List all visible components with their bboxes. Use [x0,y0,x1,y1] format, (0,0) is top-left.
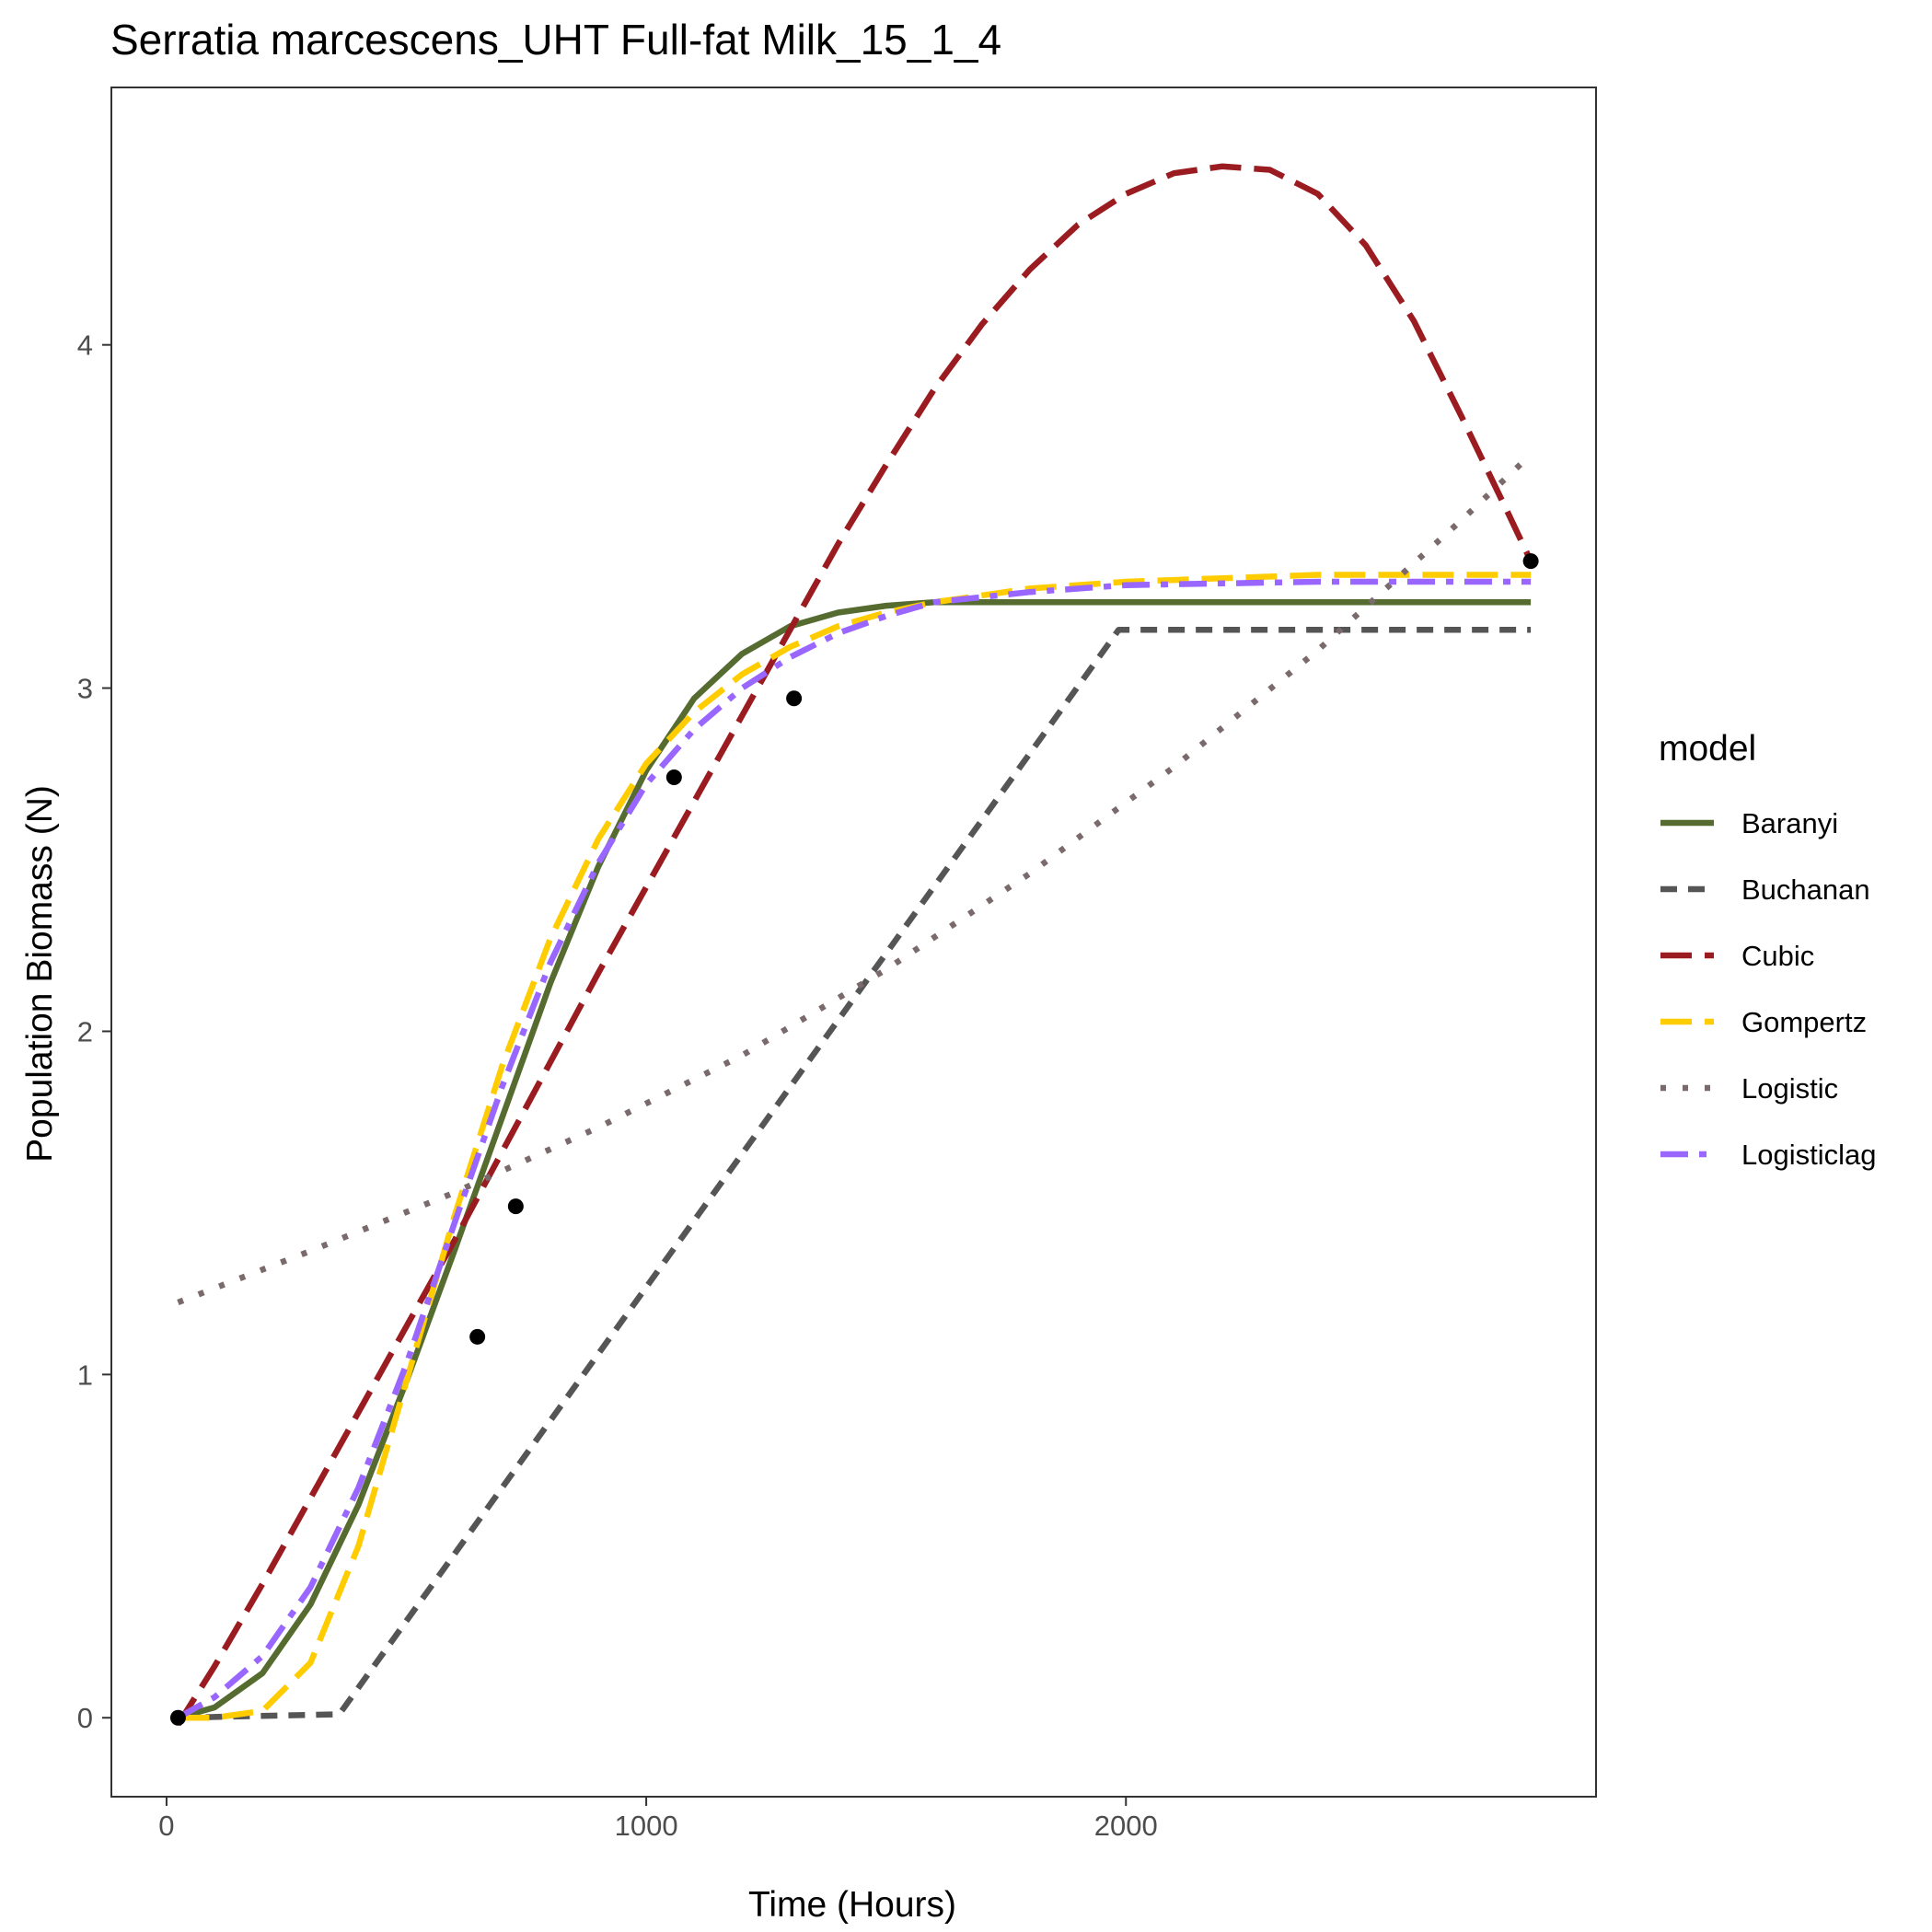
y-tick-label: 2 [77,1015,93,1047]
panel-border [110,87,1597,1798]
legend-label-cubic: Cubic [1741,940,1814,972]
legend-label-buchanan: Buchanan [1741,873,1870,906]
legend-title: model [1659,729,1756,769]
legend-label-logistic: Logistic [1741,1072,1838,1105]
legend-label-logisticlag: Logisticlag [1741,1139,1876,1171]
series-line-gompertz [178,572,1532,1721]
x-tick-label: 2000 [1094,1810,1158,1842]
y-tick-label: 0 [77,1702,93,1734]
series-line-logisticlag [176,578,1532,1721]
series-line-logistic [177,452,1533,1306]
y-axis-title: Population Biomass (N) [20,785,60,1163]
data-point [469,1328,486,1345]
series-line-buchanan [178,626,1532,1721]
x-tick-label: 1000 [615,1810,678,1842]
series-lines [169,163,1539,1727]
x-axis-title: Time (Hours) [748,1885,956,1925]
y-tick-label: 3 [77,673,93,705]
legend-label-baranyi: Baranyi [1741,807,1838,839]
data-point [1522,553,1539,570]
legend: model Baranyi Buchanan Cubic Gompertz Logist… [1659,729,1876,1171]
series-line-baranyi [177,599,1532,1721]
plot-area: 0 1000 2000 0 1 2 3 4 [77,87,1597,1842]
chart-title: Serratia marcescens_UHT Full-fat Milk_15… [110,16,1001,64]
series-line-cubic [175,163,1534,1727]
y-tick-label: 4 [77,330,93,362]
legend-label-gompertz: Gompertz [1741,1006,1867,1038]
data-point [507,1198,524,1215]
x-tick-label: 0 [158,1810,174,1842]
data-point [786,690,803,707]
data-point [665,769,682,786]
data-point [169,1709,186,1726]
y-tick-label: 1 [77,1359,93,1391]
